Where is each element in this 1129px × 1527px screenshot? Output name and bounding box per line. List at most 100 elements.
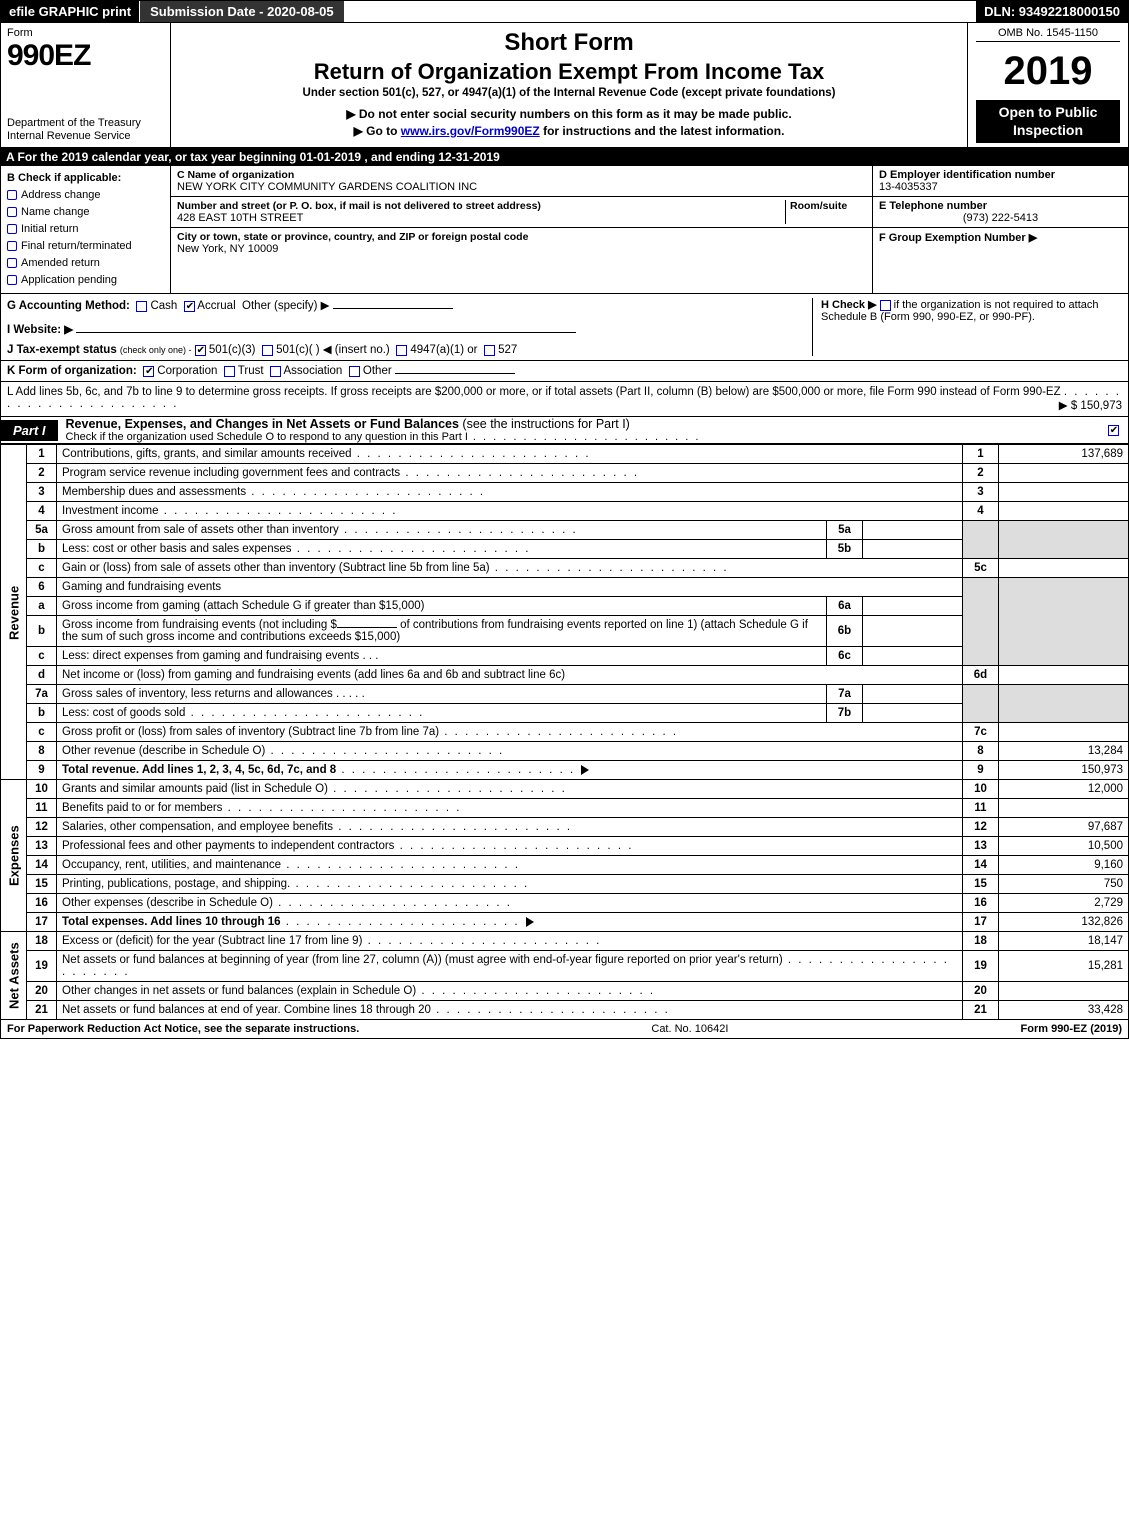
cb-4947[interactable] xyxy=(396,345,407,356)
omb-number: OMB No. 1545-1150 xyxy=(976,27,1120,42)
line-7c-text: Gross profit or (loss) from sales of inv… xyxy=(57,723,963,742)
line-15-text: Printing, publications, postage, and shi… xyxy=(57,875,963,894)
footer-left: For Paperwork Reduction Act Notice, see … xyxy=(7,1023,359,1035)
phone: (973) 222-5413 xyxy=(879,212,1122,224)
efile-print-button[interactable]: efile GRAPHIC print xyxy=(1,1,140,22)
line-16-amt: 2,729 xyxy=(999,894,1129,913)
tax-year: 2019 xyxy=(976,51,1120,91)
line-10-amt: 12,000 xyxy=(999,780,1129,799)
j-insert: ◀ (insert no.) xyxy=(323,344,390,356)
cb-accrual[interactable] xyxy=(184,301,195,312)
line-21-text: Net assets or fund balances at end of ye… xyxy=(57,1001,963,1020)
form-label: Form xyxy=(7,27,164,39)
cb-application-pending[interactable]: Application pending xyxy=(7,272,164,289)
return-title: Return of Organization Exempt From Incom… xyxy=(183,59,955,85)
side-netassets: Net Assets xyxy=(1,932,27,1020)
part-i-header: Part I Revenue, Expenses, and Changes in… xyxy=(0,417,1129,444)
cb-527[interactable] xyxy=(484,345,495,356)
line-6a-amt xyxy=(863,597,963,616)
street-label: Number and street (or P. O. box, if mail… xyxy=(177,200,541,212)
g-other: Other (specify) ▶ xyxy=(242,300,329,312)
cb-501c3[interactable] xyxy=(195,345,206,356)
part-i-checkbox[interactable] xyxy=(1098,424,1128,436)
cb-501c[interactable] xyxy=(262,345,273,356)
line-9-text: Total revenue. Add lines 1, 2, 3, 4, 5c,… xyxy=(57,761,963,780)
arrow-icon xyxy=(526,917,534,927)
part-i-title: Revenue, Expenses, and Changes in Net As… xyxy=(58,417,1098,443)
col-c: C Name of organization NEW YORK CITY COM… xyxy=(171,166,873,293)
org-name-label: C Name of organization xyxy=(177,169,294,181)
line-5b-text: Less: cost or other basis and sales expe… xyxy=(57,540,827,559)
city: New York, NY 10009 xyxy=(177,243,278,255)
line-2-amt xyxy=(999,464,1129,483)
line-5c-text: Gain or (loss) from sale of assets other… xyxy=(57,559,963,578)
department-label: Department of the Treasury Internal Reve… xyxy=(7,117,164,143)
instr-goto: ▶ Go to www.irs.gov/Form990EZ for instru… xyxy=(183,124,955,138)
group-exemption-label: F Group Exemption Number ▶ xyxy=(879,232,1037,244)
cb-initial-return[interactable]: Initial return xyxy=(7,221,164,238)
g-other-input[interactable] xyxy=(333,308,453,309)
submission-date: Submission Date - 2020-08-05 xyxy=(140,1,344,22)
cb-corporation[interactable] xyxy=(143,366,154,377)
cb-h[interactable] xyxy=(880,300,891,311)
footer-right: Form 990-EZ (2019) xyxy=(1021,1023,1122,1035)
group-exemption-row: F Group Exemption Number ▶ xyxy=(873,228,1128,247)
line-5a-amt xyxy=(863,521,963,540)
line-6d-amt xyxy=(999,666,1129,685)
line-11-text: Benefits paid to or for members xyxy=(57,799,963,818)
i-label: I Website: ▶ xyxy=(7,324,73,336)
line-6c-amt xyxy=(863,647,963,666)
ein-row: D Employer identification number 13-4035… xyxy=(873,166,1128,197)
cb-trust[interactable] xyxy=(224,366,235,377)
ein-label: D Employer identification number xyxy=(879,169,1055,181)
dept-treasury: Department of the Treasury xyxy=(7,117,141,129)
line-20-text: Other changes in net assets or fund bala… xyxy=(57,982,963,1001)
line-7a-text: Gross sales of inventory, less returns a… xyxy=(57,685,827,704)
org-name-row: C Name of organization NEW YORK CITY COM… xyxy=(171,166,872,197)
cb-association[interactable] xyxy=(270,366,281,377)
g-h-row: G Accounting Method: Cash Accrual Other … xyxy=(0,294,1129,361)
cb-other-org[interactable] xyxy=(349,366,360,377)
line-4-amt xyxy=(999,502,1129,521)
line-5b-amt xyxy=(863,540,963,559)
line-17-text: Total expenses. Add lines 10 through 16 xyxy=(57,913,963,932)
line-2-text: Program service revenue including govern… xyxy=(57,464,963,483)
form-header: Form 990EZ Department of the Treasury In… xyxy=(0,23,1129,148)
open-inspection: Open to Public Inspection xyxy=(976,100,1120,143)
footer-mid: Cat. No. 10642I xyxy=(359,1023,1020,1035)
j-row: J Tax-exempt status (check only one) - 5… xyxy=(7,342,804,356)
g-label: G Accounting Method: xyxy=(7,300,130,312)
h-label: H Check ▶ xyxy=(821,299,877,311)
cb-name-change[interactable]: Name change xyxy=(7,204,164,221)
j-label: J Tax-exempt status xyxy=(7,344,117,356)
k-label: K Form of organization: xyxy=(7,365,137,377)
line-8-text: Other revenue (describe in Schedule O) xyxy=(57,742,963,761)
form-number: 990EZ xyxy=(7,39,164,73)
irs-link[interactable]: www.irs.gov/Form990EZ xyxy=(401,124,540,138)
cb-final-return[interactable]: Final return/terminated xyxy=(7,238,164,255)
line-9-amt: 150,973 xyxy=(999,761,1129,780)
city-row: City or town, state or province, country… xyxy=(171,228,872,258)
l-text: L Add lines 5b, 6c, and 7b to line 9 to … xyxy=(7,386,1061,398)
dln: DLN: 93492218000150 xyxy=(976,1,1128,22)
line-14-amt: 9,160 xyxy=(999,856,1129,875)
j-sub: (check only one) - xyxy=(120,345,192,355)
org-name: NEW YORK CITY COMMUNITY GARDENS COALITIO… xyxy=(177,181,477,193)
k-other-input[interactable] xyxy=(395,373,515,374)
line-17-amt: 132,826 xyxy=(999,913,1129,932)
cb-cash[interactable] xyxy=(136,301,147,312)
topbar-spacer xyxy=(344,1,977,22)
line-11-amt xyxy=(999,799,1129,818)
h-box: H Check ▶ if the organization is not req… xyxy=(812,298,1122,356)
line-15-amt: 750 xyxy=(999,875,1129,894)
topbar: efile GRAPHIC print Submission Date - 20… xyxy=(0,0,1129,23)
cb-amended-return[interactable]: Amended return xyxy=(7,255,164,272)
col-de: D Employer identification number 13-4035… xyxy=(873,166,1128,293)
website-input[interactable] xyxy=(76,332,576,333)
line-12-text: Salaries, other compensation, and employ… xyxy=(57,818,963,837)
line-1-amt: 137,689 xyxy=(999,445,1129,464)
line-a: A For the 2019 calendar year, or tax yea… xyxy=(0,148,1129,166)
line-18-text: Excess or (deficit) for the year (Subtra… xyxy=(57,932,963,951)
line-4-text: Investment income xyxy=(57,502,963,521)
cb-address-change[interactable]: Address change xyxy=(7,187,164,204)
